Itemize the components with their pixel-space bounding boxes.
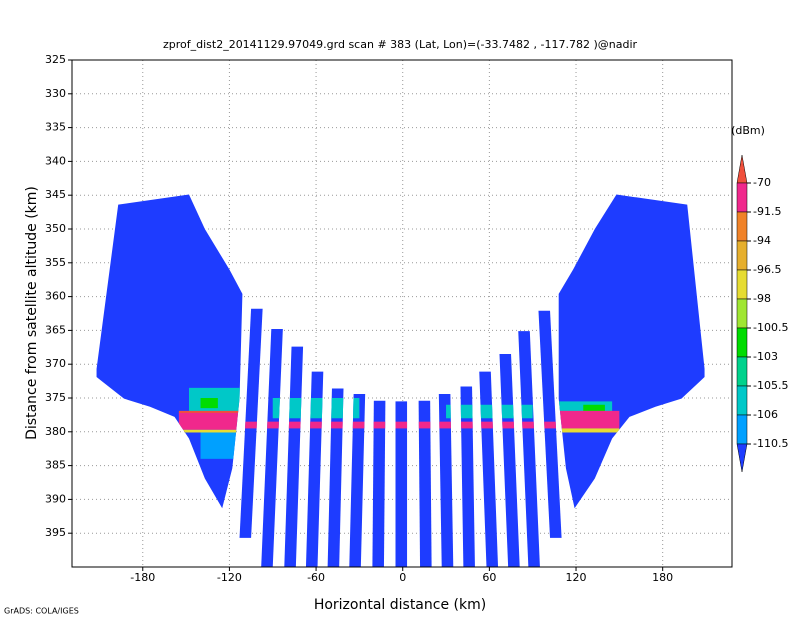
beam <box>499 354 520 567</box>
colorbar-label: -94 <box>753 234 771 247</box>
beam <box>395 401 408 567</box>
colorbar-swatch <box>736 182 748 213</box>
y-tick-label: 340 <box>45 154 66 167</box>
y-tick-label: 390 <box>45 492 66 505</box>
beam <box>438 393 454 567</box>
echo-patch <box>558 428 620 433</box>
x-axis-label: Horizontal distance (km) <box>314 597 486 613</box>
echo-patch <box>558 410 620 429</box>
colorbar-label: -98 <box>753 292 771 305</box>
colorbar-swatch <box>736 154 748 184</box>
chart-title: zprof_dist2_20141129.97049.grd scan # 38… <box>163 38 638 51</box>
x-tick-label: 60 <box>482 571 496 584</box>
beam <box>305 371 324 567</box>
y-tick-label: 370 <box>45 357 66 370</box>
beam <box>349 393 366 567</box>
footer: GrADS: COLA/IGES <box>4 607 79 616</box>
colorbar-label: -91.5 <box>753 205 781 218</box>
y-tick-label: 360 <box>45 290 66 303</box>
echo-patch <box>240 421 559 429</box>
y-tick-label: 350 <box>45 222 66 235</box>
echo-patch <box>178 412 241 430</box>
echo-patch <box>272 398 360 419</box>
echo-swath <box>558 194 705 509</box>
beam <box>418 400 432 567</box>
y-tick-label: 335 <box>45 121 66 134</box>
colorbar-swatch <box>736 211 748 242</box>
y-tick-label: 355 <box>45 256 66 269</box>
y-tick-label: 385 <box>45 459 66 472</box>
colorbar-swatch <box>736 327 748 358</box>
x-tick-label: -180 <box>130 571 155 584</box>
x-tick-label: 120 <box>566 571 587 584</box>
colorbar-label: -70 <box>753 176 771 189</box>
colorbar-label: -105.5 <box>753 379 788 392</box>
y-tick-label: 325 <box>45 53 66 66</box>
beam <box>261 329 283 567</box>
x-tick-label: 0 <box>399 571 406 584</box>
echo-patch <box>583 404 605 412</box>
y-tick-label: 365 <box>45 323 66 336</box>
colorbar-swatch <box>736 385 748 416</box>
colorbar-label: -103 <box>753 350 778 363</box>
echo-patch <box>200 398 218 409</box>
colorbar-swatch <box>736 414 748 445</box>
beam <box>284 346 304 567</box>
echo-patch <box>446 404 533 419</box>
x-tick-label: 180 <box>652 571 673 584</box>
x-tick-label: -120 <box>217 571 242 584</box>
colorbar-label: -100.5 <box>753 321 788 334</box>
y-tick-label: 330 <box>45 87 66 100</box>
beam <box>372 400 386 567</box>
echo-swath <box>96 194 243 509</box>
colorbar-swatch <box>736 240 748 271</box>
echo-patch <box>200 431 241 459</box>
colorbar-label: -106 <box>753 408 778 421</box>
echo-patch <box>178 429 241 433</box>
colorbar-swatch <box>736 443 748 473</box>
colorbar-label: (dBm) <box>731 124 765 137</box>
colorbar-swatch <box>736 356 748 387</box>
beam <box>479 371 499 567</box>
plot-frame <box>71 59 733 568</box>
colorbar-swatch <box>736 269 748 300</box>
beam <box>327 388 344 567</box>
colorbar-label: -110.5 <box>753 437 788 450</box>
beam <box>460 386 475 567</box>
beam <box>518 331 540 567</box>
y-tick-label: 380 <box>45 425 66 438</box>
y-tick-label: 375 <box>45 391 66 404</box>
y-tick-label: 395 <box>45 526 66 539</box>
x-tick-label: -60 <box>307 571 325 584</box>
y-axis-label: Distance from satellite altitude (km) <box>24 186 40 440</box>
echo-patch <box>178 410 241 414</box>
y-tick-label: 345 <box>45 188 66 201</box>
colorbar-swatch <box>736 298 748 329</box>
colorbar-label: -96.5 <box>753 263 781 276</box>
